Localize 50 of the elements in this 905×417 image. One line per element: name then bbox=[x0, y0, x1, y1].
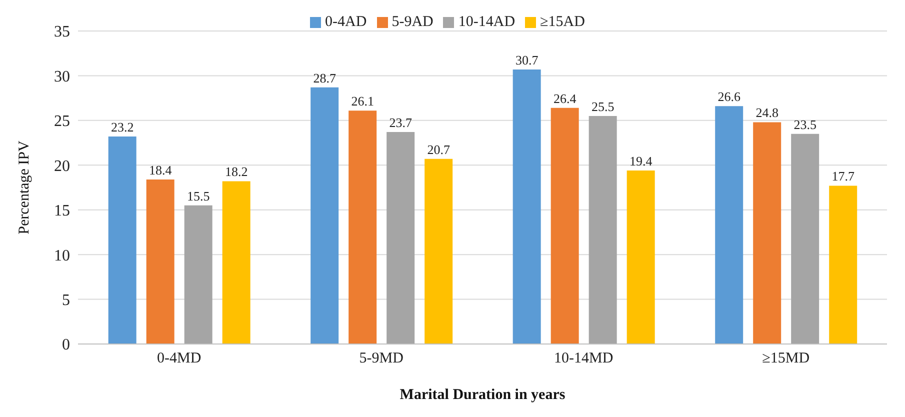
data-label: 15.5 bbox=[186, 188, 210, 204]
bar bbox=[146, 179, 174, 344]
bar bbox=[626, 170, 655, 344]
y-axis-title: Percentage IPV bbox=[16, 140, 32, 234]
bar bbox=[184, 205, 212, 344]
bar bbox=[348, 110, 377, 344]
data-label: 23.7 bbox=[389, 115, 412, 130]
bar bbox=[512, 69, 541, 344]
data-label: 25.5 bbox=[591, 98, 614, 114]
data-label: 26.6 bbox=[718, 89, 741, 104]
y-tick-label: 25 bbox=[54, 113, 70, 130]
legend-label: ≥15AD bbox=[540, 14, 585, 30]
y-tick-label: 30 bbox=[54, 68, 70, 86]
data-label: 17.7 bbox=[832, 168, 855, 184]
y-tick-label: 35 bbox=[54, 24, 70, 41]
data-label: 24.8 bbox=[756, 105, 778, 120]
legend-label: 5-9AD bbox=[392, 14, 434, 30]
x-tick-label: 5-9MD bbox=[359, 350, 404, 367]
bar bbox=[715, 106, 744, 344]
y-tick-label: 20 bbox=[54, 158, 70, 175]
y-tick-label: 15 bbox=[54, 202, 70, 220]
data-label: 23.2 bbox=[110, 120, 134, 135]
bar bbox=[791, 134, 820, 344]
legend-label: 0-4AD bbox=[325, 14, 367, 30]
bar bbox=[222, 181, 250, 344]
data-label: 19.4 bbox=[629, 154, 653, 169]
x-tick-label: 0-4MD bbox=[157, 350, 202, 367]
bar bbox=[829, 186, 858, 344]
data-label: 20.7 bbox=[427, 142, 450, 157]
bar bbox=[753, 122, 782, 344]
bar bbox=[550, 108, 579, 344]
x-tick-label: 10-14MD bbox=[554, 350, 614, 367]
bar bbox=[386, 132, 415, 344]
x-axis-title: Marital Duration in years bbox=[400, 387, 566, 403]
bar bbox=[310, 87, 339, 344]
data-label: 30.7 bbox=[515, 52, 539, 68]
data-label: 18.4 bbox=[148, 162, 172, 178]
x-tick-label: ≥15MD bbox=[762, 350, 810, 367]
y-tick-label: 5 bbox=[62, 292, 70, 309]
y-tick-label: 10 bbox=[54, 247, 70, 264]
data-label: 23.5 bbox=[794, 116, 816, 132]
bar bbox=[424, 158, 453, 344]
y-tick-label: 0 bbox=[62, 336, 70, 354]
data-label: 26.1 bbox=[351, 94, 374, 109]
bar bbox=[588, 116, 617, 344]
data-label: 26.4 bbox=[553, 90, 577, 106]
bar bbox=[108, 136, 136, 344]
data-label: 28.7 bbox=[313, 70, 336, 86]
data-label: 18.2 bbox=[224, 164, 248, 180]
legend-label: 10-14AD bbox=[458, 14, 516, 30]
